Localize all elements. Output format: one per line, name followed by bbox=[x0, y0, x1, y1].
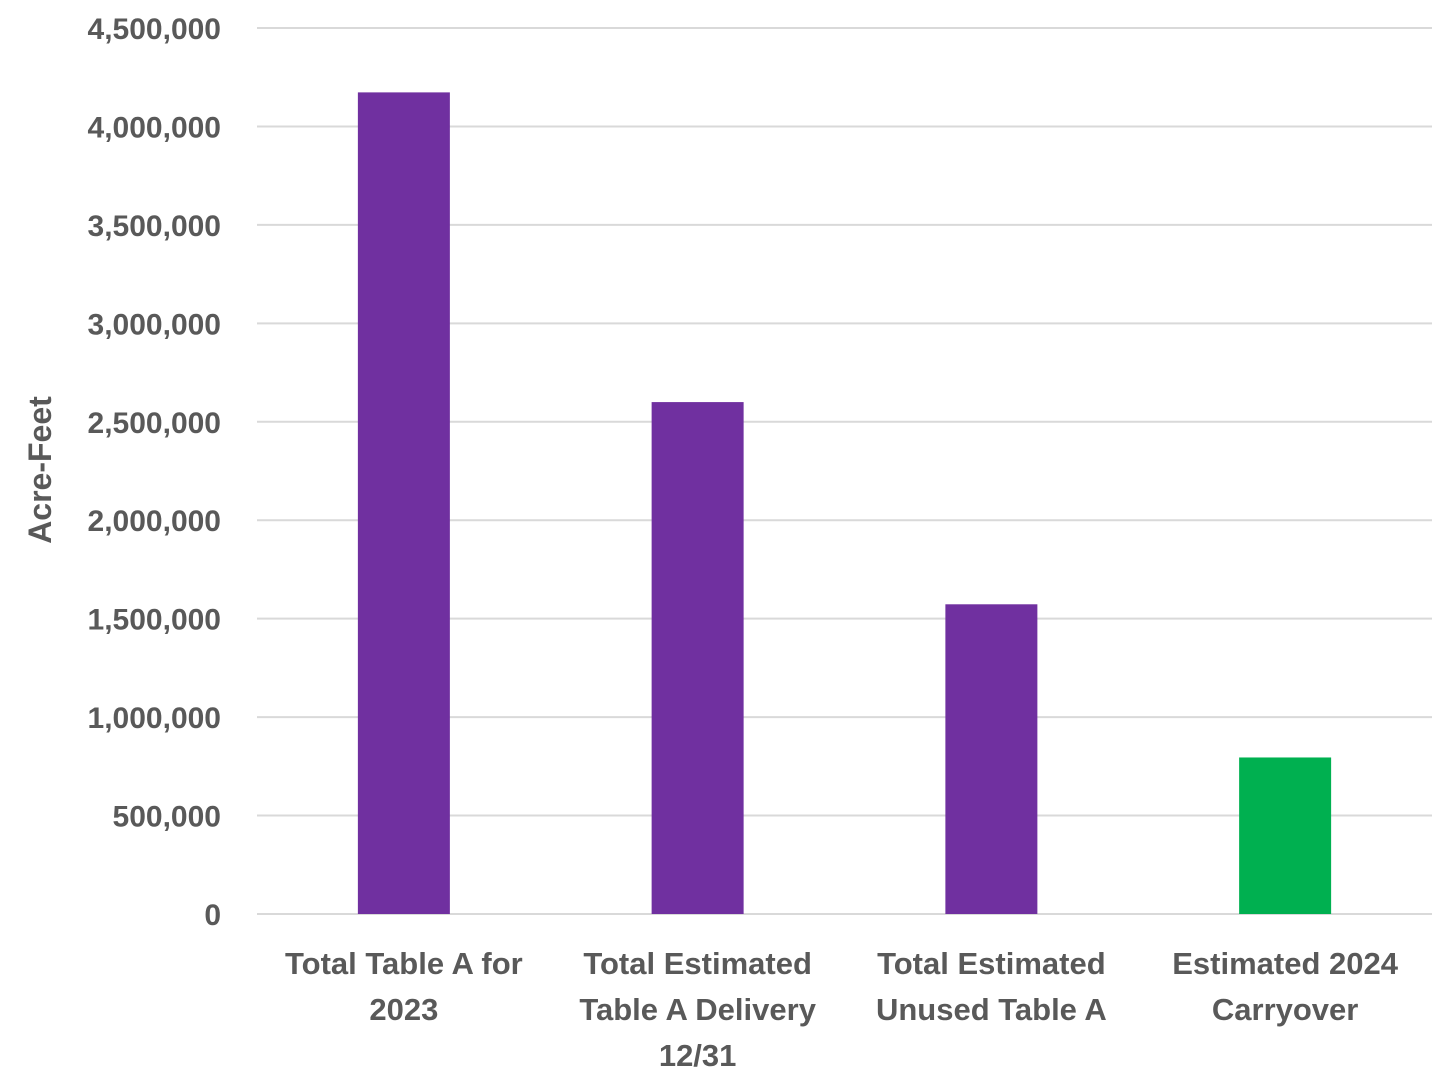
y-tick-label: 3,500,000 bbox=[88, 210, 221, 243]
y-tick-label: 1,500,000 bbox=[88, 604, 221, 637]
x-category-label-line: Unused Table A bbox=[876, 992, 1107, 1027]
x-category-label-line: Carryover bbox=[1212, 992, 1358, 1027]
gridlines bbox=[257, 27, 1432, 915]
x-category-label: Estimated 2024 Carryover bbox=[1172, 946, 1398, 1027]
y-tick-label: 2,000,000 bbox=[88, 505, 221, 538]
x-category-label-line: 12/31 bbox=[659, 1038, 737, 1073]
y-tick-label: 1,000,000 bbox=[88, 702, 221, 735]
x-category-label-line: Table A Delivery bbox=[579, 992, 816, 1027]
y-tick-label: 4,000,000 bbox=[88, 111, 221, 144]
y-axis-title: Acre-Feet bbox=[22, 396, 58, 544]
x-category-label-line: Total Estimated bbox=[583, 946, 812, 981]
x-category-label-line: 2023 bbox=[369, 992, 438, 1027]
bar bbox=[945, 604, 1038, 914]
x-axis-categories: Total Table A for 2023 Total Estimated Tabl… bbox=[285, 946, 1399, 1073]
bar bbox=[1239, 757, 1332, 914]
y-tick-label: 3,000,000 bbox=[88, 308, 221, 341]
bar bbox=[357, 92, 450, 914]
x-category-label-line: Estimated 2024 bbox=[1172, 946, 1398, 981]
bars bbox=[357, 92, 1332, 914]
y-tick-label: 0 bbox=[204, 899, 221, 932]
x-category-label: Total Estimated Table A Delivery 12/31 bbox=[579, 946, 816, 1073]
y-tick-label: 2,500,000 bbox=[88, 407, 221, 440]
x-category-label: Total Table A for 2023 bbox=[285, 946, 523, 1027]
bar bbox=[651, 402, 744, 914]
x-category-label-line: Total Table A for bbox=[285, 946, 523, 981]
y-axis-ticks: 0 500,000 1,000,000 1,500,000 2,000,000 2,500… bbox=[88, 13, 221, 932]
y-tick-label: 500,000 bbox=[113, 801, 221, 834]
x-category-label-line: Total Estimated bbox=[877, 946, 1106, 981]
y-tick-label: 4,500,000 bbox=[88, 13, 221, 46]
x-category-label: Total Estimated Unused Table A bbox=[876, 946, 1107, 1027]
